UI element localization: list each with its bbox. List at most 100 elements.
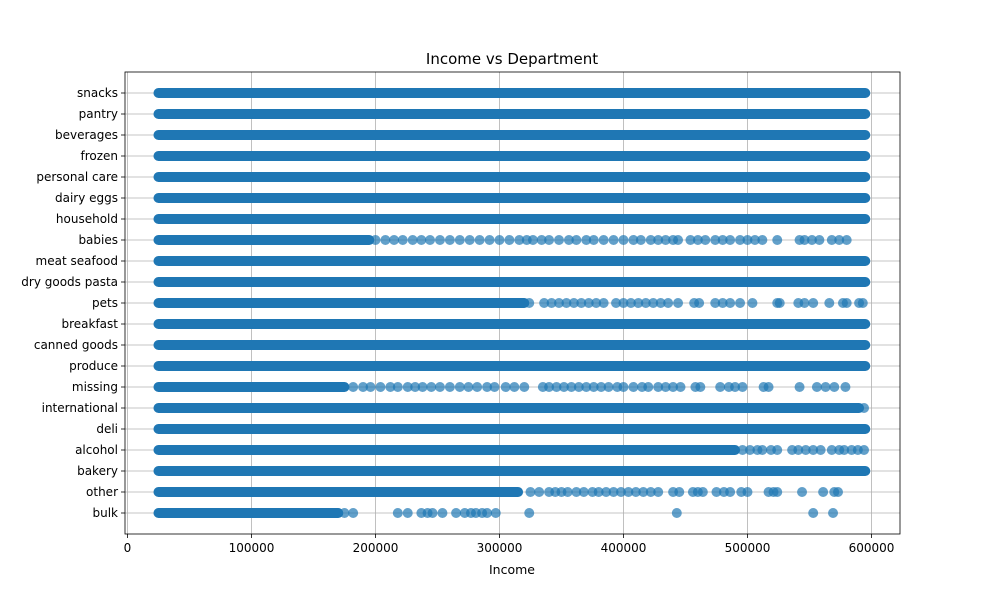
data-point [710, 298, 721, 308]
data-point [554, 298, 564, 308]
data-point [815, 445, 826, 455]
data-point [571, 235, 582, 245]
data-point [859, 403, 870, 413]
x-tick-label: 0 [124, 541, 132, 555]
data-point [640, 298, 651, 308]
data-point [598, 298, 609, 308]
data-point [437, 508, 448, 518]
data-point [618, 298, 629, 308]
x-tick-label: 300000 [477, 541, 523, 555]
data-point [539, 298, 550, 308]
data-point [474, 235, 485, 245]
data-point [490, 508, 501, 518]
data-point [808, 298, 819, 308]
data-point [519, 382, 530, 392]
data-point [554, 235, 564, 245]
data-point [645, 235, 656, 245]
data-point [806, 235, 817, 245]
data-point [500, 382, 511, 392]
data-point [402, 382, 413, 392]
data-point [735, 235, 746, 245]
data-point [392, 382, 403, 392]
data-point [591, 298, 602, 308]
data-point [793, 445, 804, 455]
data-point [811, 382, 822, 392]
data-point [772, 235, 783, 245]
data-point [630, 487, 641, 497]
series-personal-care [153, 172, 871, 182]
dense-point-band [153, 424, 871, 434]
y-tick-label: meat seafood [36, 254, 118, 268]
series-frozen [153, 151, 871, 161]
y-tick-label: deli [96, 422, 118, 436]
data-point [544, 235, 555, 245]
dense-point-band [153, 130, 871, 140]
series-dry-goods-pasta [153, 277, 871, 287]
data-point [489, 382, 500, 392]
data-point [581, 235, 592, 245]
data-point [700, 235, 711, 245]
data-point [692, 235, 703, 245]
data-point [426, 382, 437, 392]
series-household [153, 214, 871, 224]
y-tick-label: other [86, 485, 118, 499]
data-point [416, 235, 427, 245]
y-tick-label: beverages [55, 128, 118, 142]
data-point [808, 445, 819, 455]
data-point [578, 487, 589, 497]
series-other [153, 487, 843, 497]
data-point [544, 382, 555, 392]
dense-point-band [153, 487, 524, 497]
data-point [628, 382, 639, 392]
data-point [402, 508, 413, 518]
y-tick-label: personal care [36, 170, 118, 184]
data-point [808, 508, 819, 518]
data-point [717, 298, 728, 308]
data-point [757, 445, 768, 455]
data-point [694, 298, 705, 308]
data-point [509, 382, 520, 392]
series-snacks [153, 88, 871, 98]
x-axis-label: Income [489, 562, 535, 577]
data-point [482, 508, 493, 518]
data-point [797, 487, 808, 497]
data-point [454, 235, 465, 245]
y-tick-label: babies [78, 233, 118, 247]
data-point [774, 298, 785, 308]
dense-point-band [153, 298, 530, 308]
y-tick-label: dry goods pasta [21, 275, 118, 289]
x-tick-label: 600000 [849, 541, 895, 555]
data-point [562, 487, 573, 497]
data-point [524, 298, 535, 308]
data-point [839, 445, 850, 455]
data-point [603, 382, 614, 392]
data-point [717, 235, 728, 245]
data-point [593, 487, 604, 497]
data-point [454, 382, 465, 392]
data-point [744, 445, 755, 455]
data-point [675, 382, 686, 392]
y-tick-label: bakery [77, 464, 118, 478]
data-point [598, 235, 609, 245]
y-tick-label: canned goods [34, 338, 118, 352]
data-points [153, 88, 871, 518]
dense-point-band [153, 508, 344, 518]
data-point [472, 382, 483, 392]
data-point [673, 235, 684, 245]
data-point [742, 235, 753, 245]
data-point [829, 382, 840, 392]
data-point [799, 235, 810, 245]
data-point [389, 235, 400, 245]
data-point [358, 382, 369, 392]
data-point [514, 235, 525, 245]
dense-point-band [153, 340, 871, 350]
data-point [628, 235, 639, 245]
data-point [794, 382, 805, 392]
data-point [663, 298, 674, 308]
data-point [425, 235, 436, 245]
data-point [339, 508, 350, 518]
data-point [375, 382, 386, 392]
data-point [828, 508, 839, 518]
data-point [818, 487, 829, 497]
